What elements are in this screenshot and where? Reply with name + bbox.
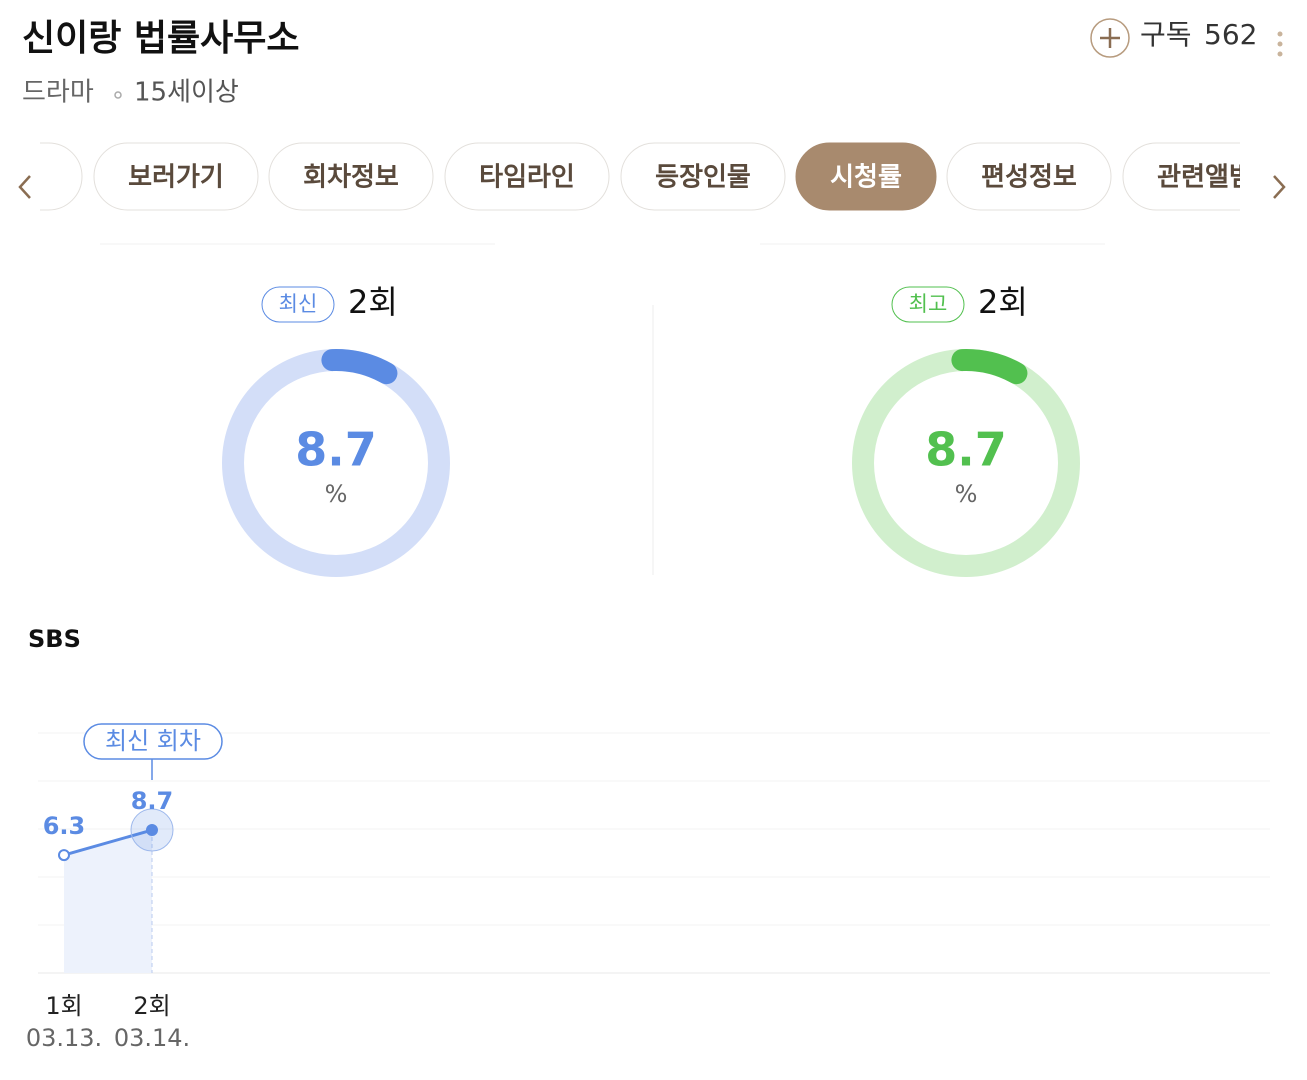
tab[interactable] — [268, 142, 434, 211]
badge-label: 최신 — [279, 292, 318, 316]
x-tick-label: 2회 — [133, 992, 170, 1020]
tab[interactable] — [1122, 142, 1287, 211]
tab[interactable] — [444, 142, 610, 211]
value-label: 6.3 — [43, 812, 86, 840]
tab-label: 회차정보 — [303, 163, 399, 193]
tab[interactable] — [93, 142, 259, 211]
next-arrow[interactable] — [1273, 175, 1286, 199]
x-date-label: 03.14. — [114, 1024, 190, 1052]
episode: 2회 — [348, 283, 398, 321]
x-tick-label: 1회 — [45, 992, 82, 1020]
tab-bar: 보러가기 회차정보 타임라인 등장인물 시청률 편성정보 관련앨범 — [0, 142, 1287, 211]
point — [146, 824, 158, 837]
genre: 드라마 — [22, 78, 94, 108]
tab-label: 편성정보 — [981, 163, 1077, 193]
badge-label: 최고 — [909, 292, 948, 316]
subscriber-count: 562 — [1204, 18, 1257, 51]
subscribe-label: 구독 — [1140, 18, 1192, 51]
tab[interactable] — [795, 142, 937, 211]
gauge-unit: % — [955, 480, 978, 508]
tab[interactable] — [620, 142, 786, 211]
annotation: 최신 회차 — [105, 727, 201, 755]
gauge-value: 8.7 — [295, 423, 377, 477]
dot — [1277, 31, 1283, 37]
channel: SBS — [28, 625, 81, 653]
annotation-box — [83, 723, 223, 760]
tab-label: 타임라인 — [479, 163, 575, 193]
area — [64, 830, 152, 973]
more-menu[interactable] — [1277, 31, 1283, 57]
ratings-chart: 1회 03.13. 2회 03.14. 6.3 8.7 최신 회차 — [26, 723, 1270, 1052]
prev-arrow[interactable] — [18, 175, 31, 199]
value-label: 8.7 — [131, 787, 174, 815]
separator — [114, 91, 122, 99]
tab-label: 보러가기 — [128, 163, 224, 193]
tab[interactable] — [946, 142, 1112, 211]
title: 신이랑 법률사무소 — [22, 18, 300, 59]
tab-label: 등장인물 — [655, 163, 751, 193]
dot — [1277, 51, 1283, 57]
x-date-label: 03.13. — [26, 1024, 102, 1052]
gauges: 최신 2회 8.7% 최고 2회 8.7% — [222, 283, 1080, 577]
tab-label: 시청률 — [830, 163, 902, 193]
badge — [261, 286, 335, 323]
tab-label: 관련앨범 — [1157, 163, 1253, 193]
badge — [891, 286, 965, 323]
gauge-arc — [951, 349, 1028, 385]
point — [58, 849, 70, 862]
line — [63, 828, 153, 857]
gauge-unit: % — [325, 480, 348, 508]
age-rating: 15세이상 — [134, 78, 239, 108]
gauge-value: 8.7 — [925, 423, 1007, 477]
dot — [1277, 41, 1283, 47]
gauge-arc — [321, 349, 398, 385]
subscribe-button[interactable]: 구독 562 — [1090, 18, 1257, 58]
tab[interactable] — [0, 142, 83, 211]
episode: 2회 — [978, 283, 1028, 321]
plus — [1100, 28, 1120, 48]
